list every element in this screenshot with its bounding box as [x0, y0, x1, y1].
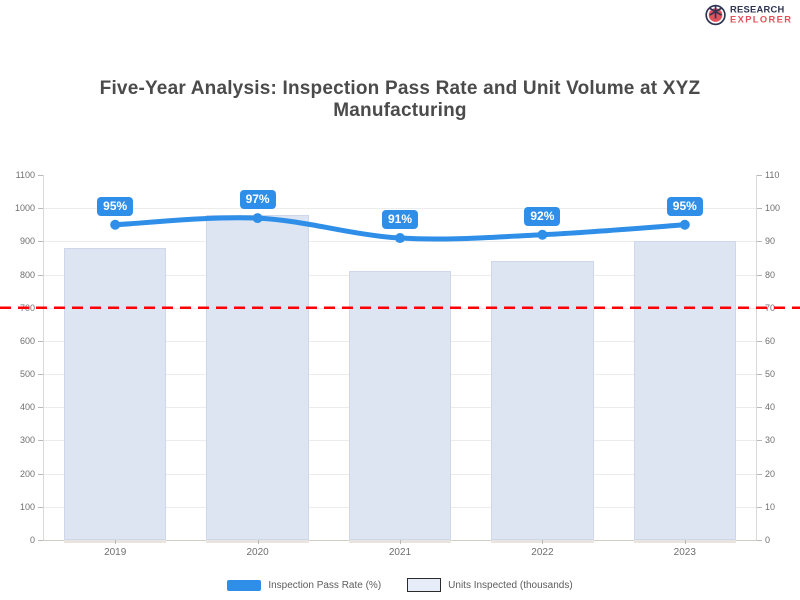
line-data-label: 92%	[524, 206, 561, 226]
bar-base-shadow	[63, 540, 167, 543]
legend-label-bar: Units Inspected (thousands)	[448, 579, 573, 591]
bar-base-shadow	[633, 540, 737, 543]
left-axis-tick	[38, 175, 43, 176]
left-axis-tick-label: 0	[29, 535, 35, 545]
right-axis-tick	[757, 274, 762, 276]
right-axis-tick	[757, 374, 762, 376]
bar[interactable]	[63, 248, 167, 540]
left-axis-tick-label: 500	[19, 369, 35, 380]
category-label: 2023	[673, 547, 696, 558]
left-axis-tick-label: 400	[19, 402, 35, 413]
line-data-point[interactable]	[537, 229, 548, 240]
left-axis-tick	[38, 407, 43, 409]
bar[interactable]	[206, 214, 309, 540]
left-axis-tick	[38, 374, 43, 376]
left-axis-tick-label: 1100	[15, 170, 35, 180]
line-data-label: 91%	[381, 210, 419, 230]
bar[interactable]	[348, 271, 452, 540]
right-axis-tick-label: 70	[765, 302, 776, 313]
brand-logo: RESEARCH EXPLORER	[704, 4, 792, 26]
category-tick	[684, 540, 686, 544]
right-axis-tick-label: 100	[765, 203, 781, 214]
left-axis-tick-label: 300	[19, 435, 35, 446]
left-axis-tick	[38, 440, 43, 442]
line-data-label: 97%	[239, 190, 276, 210]
right-axis-tick-label: 40	[765, 402, 776, 413]
left-axis-tick	[38, 241, 43, 243]
right-axis-tick-label: 80	[765, 269, 776, 280]
right-axis-spine	[756, 175, 757, 540]
left-axis-tick-label: 900	[19, 236, 35, 247]
chart-title: Five-Year Analysis: Inspection Pass Rate…	[99, 78, 701, 121]
left-axis-tick-label: 100	[19, 501, 35, 512]
category-tick	[115, 540, 117, 544]
line-data-point[interactable]	[110, 219, 121, 230]
chart-legend: Inspection Pass Rate (%) Units Inspected…	[0, 578, 800, 592]
right-axis-tick-label: 50	[765, 369, 776, 380]
right-axis-tick	[757, 340, 762, 342]
bar-base-shadow	[206, 540, 309, 543]
right-axis-tick	[757, 506, 762, 508]
line-data-label: 95%	[666, 196, 703, 216]
category-label: 2020	[246, 547, 269, 558]
right-axis-tick-label: 20	[765, 468, 776, 479]
right-axis-tick	[757, 473, 762, 475]
right-axis-tick-label: 10	[765, 501, 776, 512]
logo-line-1: RESEARCH	[729, 4, 785, 15]
right-axis-tick	[757, 540, 762, 541]
right-axis-tick	[757, 241, 762, 243]
category-tick	[400, 540, 401, 544]
left-axis-tick	[38, 506, 43, 508]
logo-line-2: EXPLORER	[729, 14, 792, 25]
legend-swatch-bar-icon	[407, 578, 442, 592]
circular-burst-icon	[704, 4, 726, 26]
right-axis-tick	[757, 208, 762, 210]
line-data-point[interactable]	[395, 233, 405, 244]
right-axis-tick	[757, 407, 762, 409]
category-tick	[257, 540, 259, 544]
category-tick	[542, 540, 544, 544]
category-label: 2021	[388, 547, 412, 558]
legend-label-line: Inspection Pass Rate (%)	[268, 579, 382, 591]
line-data-point[interactable]	[252, 213, 263, 224]
line-data-label: 95%	[97, 196, 134, 216]
bar-base-shadow	[491, 540, 594, 543]
right-axis-tick-label: 60	[765, 335, 776, 346]
plot-area: 110010009008007006005004003002001000 110…	[0, 170, 800, 558]
left-axis-spine	[43, 175, 44, 540]
left-axis-tick	[38, 540, 43, 541]
right-axis-tick	[757, 440, 762, 442]
bar-base-shadow	[348, 540, 452, 543]
right-axis-tick-label: 30	[765, 435, 776, 446]
left-axis-tick-label: 800	[19, 269, 35, 280]
right-axis-tick	[757, 175, 762, 176]
left-axis-tick-label: 1000	[14, 203, 35, 214]
legend-swatch-line-icon	[227, 579, 262, 591]
right-axis-tick-label: 90	[765, 236, 776, 247]
legend-item-line[interactable]: Inspection Pass Rate (%)	[227, 579, 382, 591]
left-axis-tick-label: 600	[19, 335, 35, 346]
left-axis-tick	[38, 473, 43, 475]
gridline	[44, 208, 756, 210]
bar[interactable]	[633, 241, 737, 540]
category-label: 2022	[531, 547, 554, 558]
category-label: 2019	[104, 547, 127, 558]
line-data-point[interactable]	[679, 219, 690, 230]
legend-item-bar[interactable]: Units Inspected (thousands)	[407, 578, 573, 592]
left-axis-tick-label: 200	[19, 468, 35, 479]
left-axis-tick	[38, 274, 43, 276]
left-axis-tick	[38, 208, 43, 210]
line-series-overlay	[0, 213, 800, 309]
left-axis-tick	[38, 340, 43, 342]
right-axis-tick-label: 0	[765, 535, 771, 545]
right-axis-tick-label: 110	[765, 170, 780, 180]
